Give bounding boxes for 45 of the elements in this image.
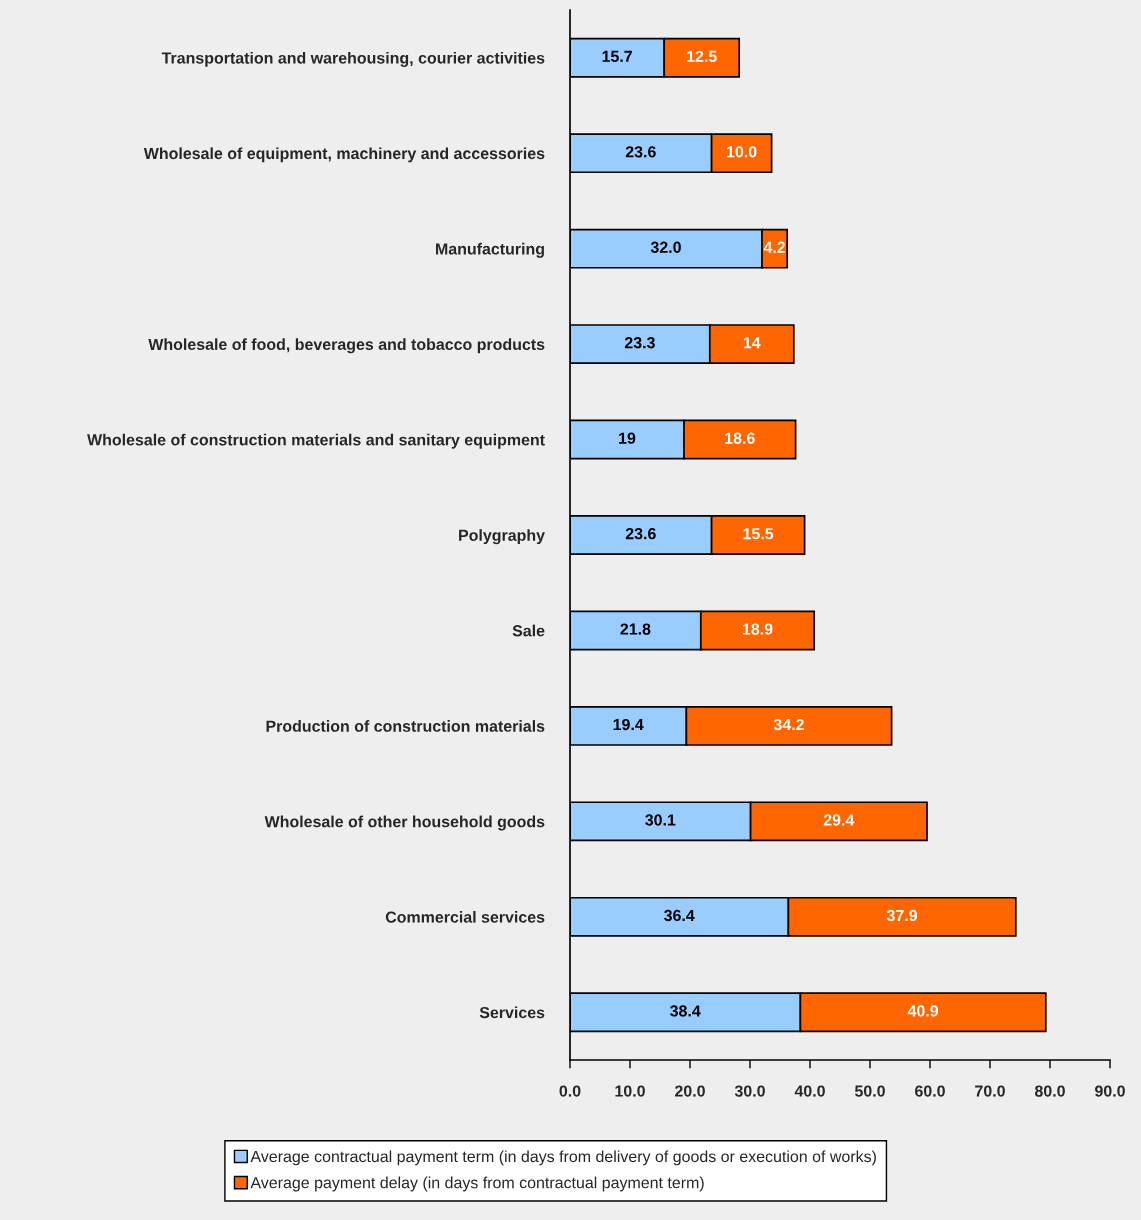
y-tick-label: Manufacturing (436, 242, 544, 258)
data-label: 29.4 (823, 814, 855, 826)
x-tick-label: 0.0 (559, 1085, 581, 1097)
y-tick-label: Wholesale of construction materials and sanitary equipment (87, 433, 545, 449)
legend-label: Average contractual payment term (in days from delivery of goods or execution of works) (250, 1150, 876, 1166)
data-label: 19 (619, 432, 636, 444)
data-label: 23.3 (624, 337, 655, 349)
data-label: 34.2 (773, 718, 804, 731)
y-tick-label: Wholesale of food, beverages and tobacco products (148, 338, 545, 354)
data-label: 40.9 (907, 1005, 939, 1017)
y-tick-label: Transportation and warehousing, courier activities (161, 51, 545, 67)
data-label: 4.2 (763, 241, 786, 253)
x-tick-label: 20.0 (675, 1085, 705, 1097)
x-tick-label: 60.0 (915, 1085, 945, 1097)
x-tick-label: 80.0 (1034, 1085, 1065, 1097)
data-label: 36.4 (664, 909, 695, 922)
data-label: 38.4 (670, 1005, 701, 1017)
data-label: 21.8 (620, 623, 651, 635)
data-label: 14 (743, 337, 761, 349)
data-label: 18.6 (725, 432, 755, 444)
x-tick-label: 10.0 (615, 1085, 645, 1097)
y-tick-label: Wholesale of other household goods (264, 815, 545, 831)
data-label: 32.0 (650, 241, 681, 253)
x-tick-label: 30.0 (734, 1085, 765, 1097)
data-label: 23.6 (625, 527, 656, 540)
x-tick-label: 90.0 (1095, 1085, 1125, 1097)
data-label: 23.6 (625, 146, 656, 158)
data-label: 15.7 (602, 50, 632, 63)
data-label: 15.5 (743, 528, 774, 540)
y-tick-label: Wholesale of equipment, machinery and accessories (143, 147, 545, 163)
y-tick-label: Commercial services (385, 911, 545, 923)
data-label: 18.9 (742, 623, 773, 635)
y-tick-label: Production of construction materials (266, 720, 545, 732)
x-tick-label: 70.0 (975, 1085, 1005, 1097)
data-label: 37.9 (886, 909, 918, 922)
data-label: 30.1 (645, 814, 676, 826)
legend-label: Average payment delay (in days from contractual payment term) (250, 1176, 704, 1192)
y-tick-label: Polygraphy (459, 529, 545, 545)
y-tick-label: Sale (512, 624, 545, 637)
data-label: 19.4 (613, 718, 644, 731)
data-label: 10.0 (727, 146, 757, 158)
data-label: 12.5 (687, 50, 717, 63)
x-tick-label: 50.0 (854, 1085, 885, 1097)
x-tick-label: 40.0 (794, 1085, 825, 1097)
y-tick-label: Services (479, 1006, 545, 1019)
